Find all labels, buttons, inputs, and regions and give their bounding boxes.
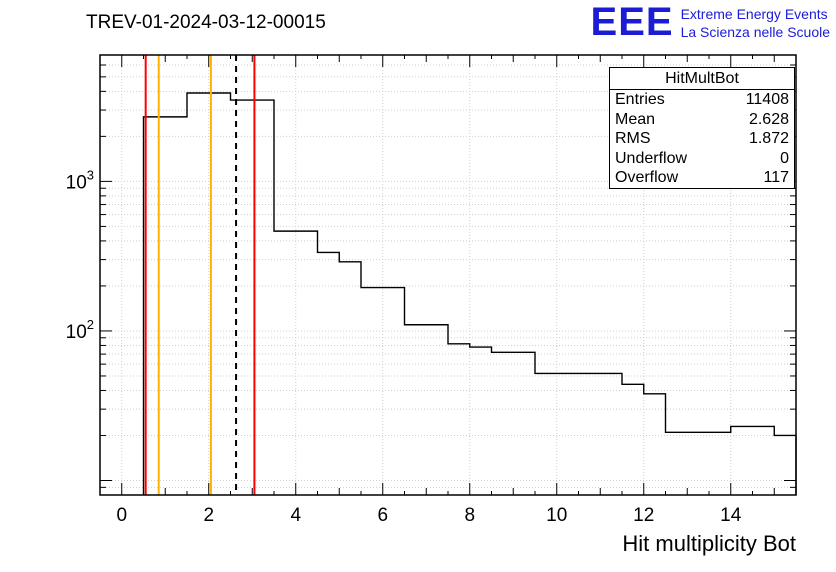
x-tick-label: 8 <box>464 505 475 526</box>
eee-logo-subtitle: Extreme Energy Events La Scienza nelle S… <box>681 3 830 41</box>
stats-box-title: HitMultBot <box>610 68 794 90</box>
eee-logo-line2: La Scienza nelle Scuole <box>680 24 830 40</box>
stats-value: 11408 <box>745 91 789 108</box>
stats-row-overflow: Overflow 117 <box>610 168 794 188</box>
stats-label: RMS <box>615 130 651 147</box>
stats-label: Entries <box>615 91 665 108</box>
x-tick-label: 4 <box>290 505 301 526</box>
x-axis-title: Hit multiplicity Bot <box>622 531 796 556</box>
x-tick-label: 10 <box>546 505 567 526</box>
stats-value: 2.628 <box>748 110 789 128</box>
stats-label: Mean <box>615 110 656 128</box>
y-tick-label: 103 <box>66 167 94 193</box>
x-tick-label: 6 <box>377 505 388 526</box>
stats-value: 1.872 <box>748 130 789 147</box>
plot-title: TREV-01-2024-03-12-00015 <box>86 12 326 33</box>
x-tick-label: 12 <box>633 505 654 526</box>
stats-row-rms: RMS 1.872 <box>610 129 794 149</box>
histogram-line <box>142 92 797 495</box>
stats-row-mean: Mean 2.628 <box>610 110 794 130</box>
x-tick-label: 2 <box>203 505 214 526</box>
eee-logo-line1: Extreme Energy Events <box>680 6 828 22</box>
x-tick-label: 14 <box>720 505 742 526</box>
stats-label: Underflow <box>615 149 688 167</box>
stats-row-entries: Entries 11408 <box>610 90 794 110</box>
stats-value: 117 <box>763 169 789 186</box>
eee-logo-text: EEE <box>590 0 674 44</box>
eee-logo: EEE Extreme Energy Events La Scienza nel… <box>590 0 830 44</box>
y-tick-label: 102 <box>66 317 94 343</box>
plot-frame <box>99 54 797 496</box>
stats-row-underflow: Underflow 0 <box>610 149 794 169</box>
stats-box: HitMultBot Entries 11408 Mean 2.628 RMS … <box>609 67 795 189</box>
stats-value: 0 <box>780 149 789 167</box>
x-tick-label: 0 <box>116 505 127 526</box>
stats-label: Overflow <box>615 169 679 186</box>
